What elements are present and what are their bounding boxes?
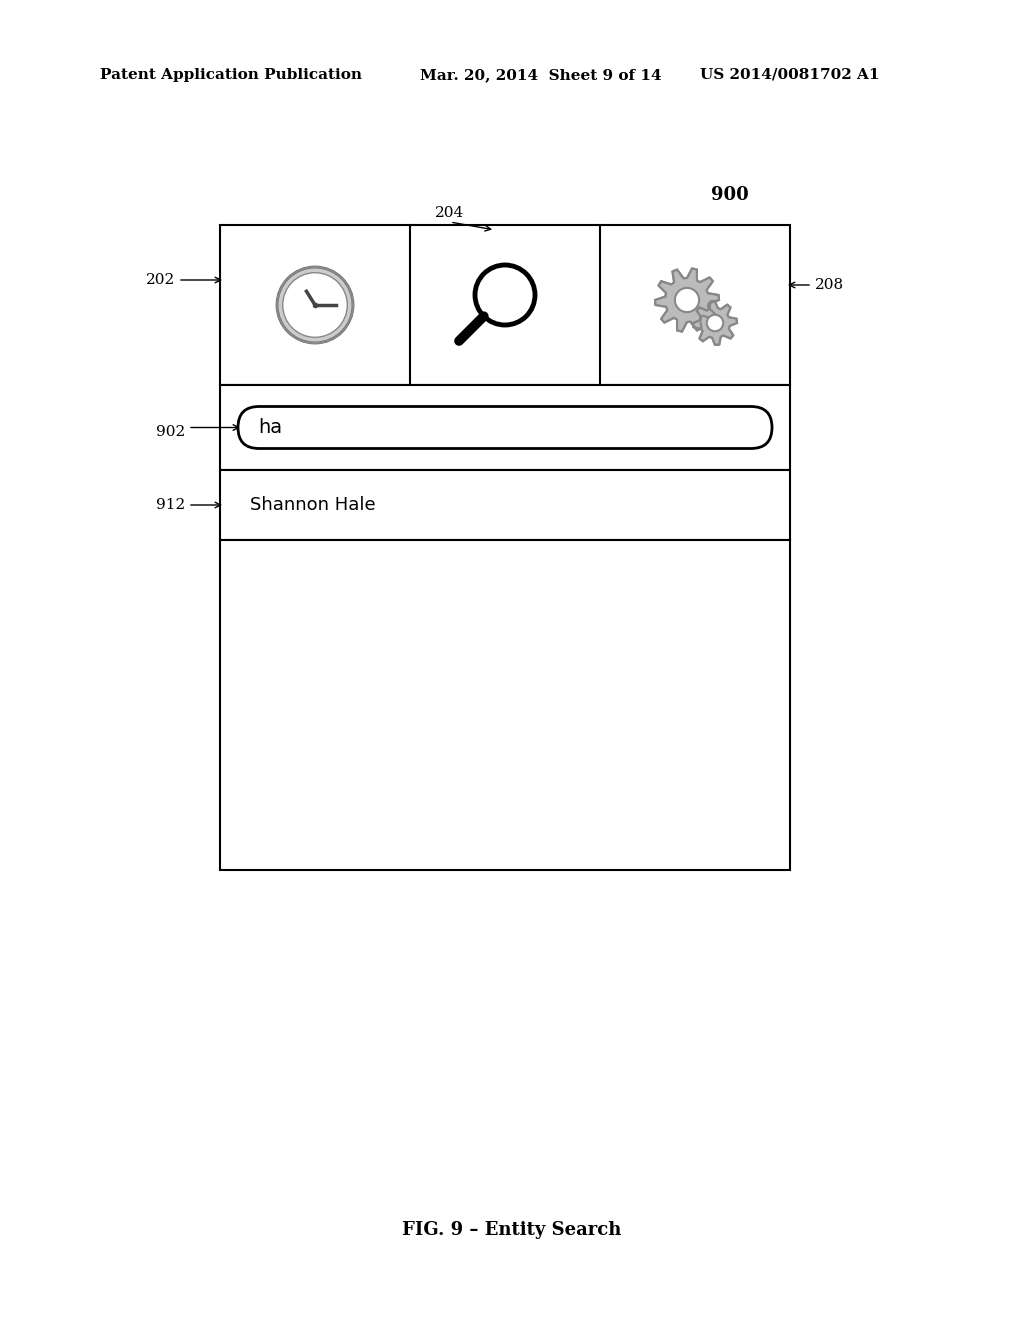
- Text: 900: 900: [711, 186, 749, 205]
- Text: Mar. 20, 2014  Sheet 9 of 14: Mar. 20, 2014 Sheet 9 of 14: [420, 69, 662, 82]
- Text: US 2014/0081702 A1: US 2014/0081702 A1: [700, 69, 880, 82]
- Text: Patent Application Publication: Patent Application Publication: [100, 69, 362, 82]
- Circle shape: [278, 267, 353, 343]
- Polygon shape: [220, 540, 790, 870]
- Text: 208: 208: [815, 279, 844, 292]
- Circle shape: [283, 273, 347, 338]
- Circle shape: [675, 288, 699, 312]
- Text: 202: 202: [145, 273, 175, 286]
- Text: 912: 912: [156, 498, 185, 512]
- FancyBboxPatch shape: [238, 407, 772, 449]
- Polygon shape: [693, 301, 737, 345]
- Text: Shannon Hale: Shannon Hale: [250, 496, 376, 513]
- Text: 204: 204: [435, 206, 465, 220]
- Polygon shape: [220, 470, 790, 540]
- Circle shape: [707, 314, 723, 331]
- Text: ha: ha: [258, 418, 283, 437]
- Text: 902: 902: [156, 425, 185, 440]
- Polygon shape: [220, 385, 790, 470]
- Polygon shape: [655, 268, 719, 331]
- Text: FIG. 9 – Entity Search: FIG. 9 – Entity Search: [402, 1221, 622, 1239]
